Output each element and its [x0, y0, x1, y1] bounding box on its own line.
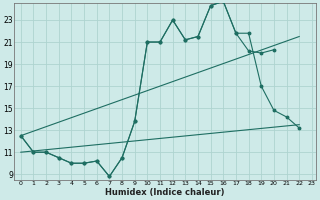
- X-axis label: Humidex (Indice chaleur): Humidex (Indice chaleur): [105, 188, 225, 197]
